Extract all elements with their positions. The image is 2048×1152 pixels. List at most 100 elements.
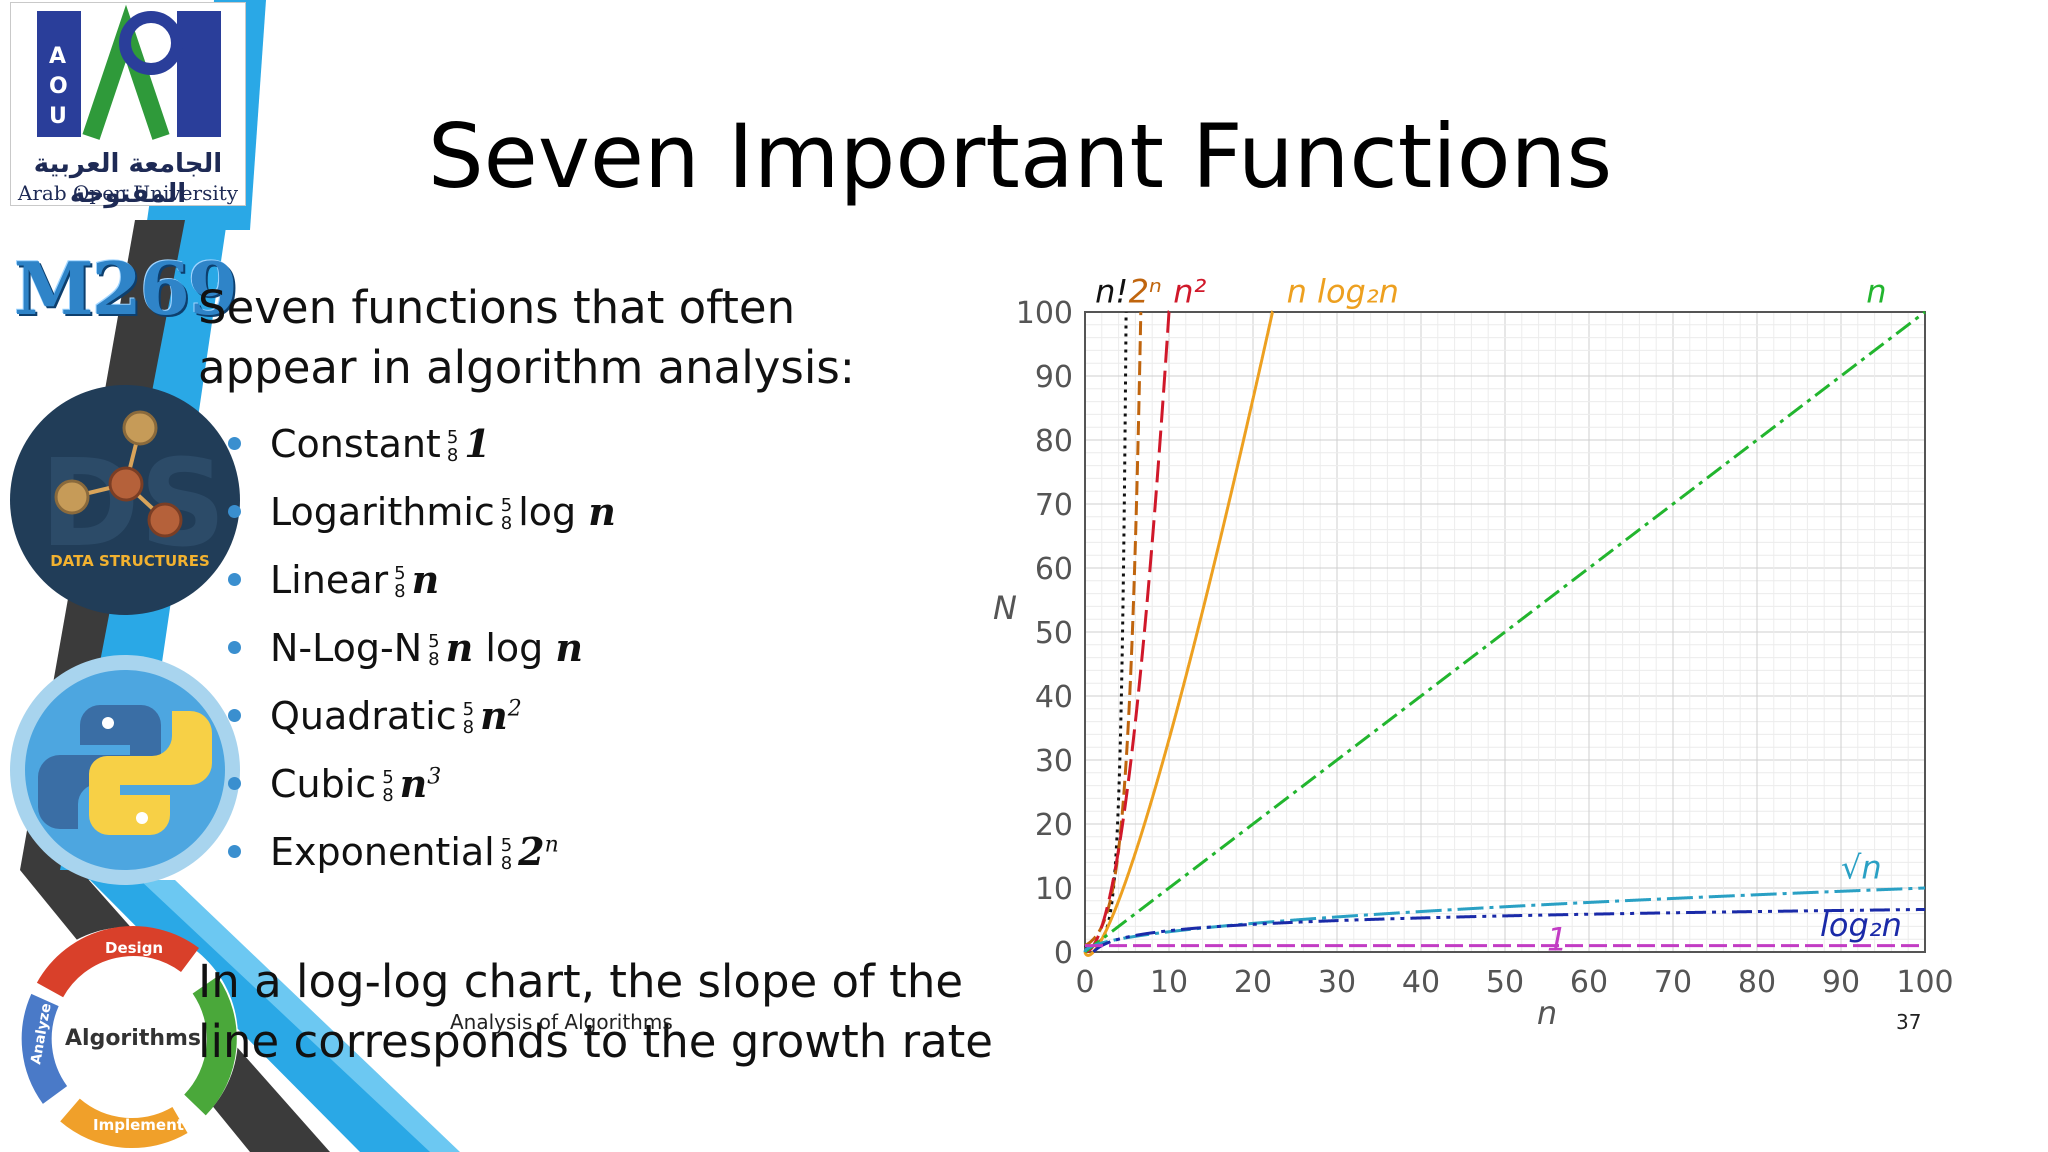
list-item: Constant 5 8 1 (228, 410, 616, 478)
function-exponent: n (544, 832, 559, 858)
function-name: Quadratic (270, 694, 457, 738)
list-item: Quadratic 5 8 n2 (228, 682, 616, 750)
bullet-dot (228, 437, 241, 450)
list-item: Cubic 5 8 n3 (228, 750, 616, 818)
intro-text: Seven functions that often appear in alg… (198, 281, 855, 394)
course-code: M269 (14, 246, 238, 331)
series-line-factorial (1084, 311, 1128, 948)
function-name: Exponential (270, 830, 495, 874)
function-exponent: 2 (507, 696, 522, 722)
y-tick-label: 10 (1035, 872, 1073, 907)
y-axis-label: N (993, 589, 1017, 627)
chart-ticks: 0 10 20 30 40 50 60 70 80 90 100 0 10 20 30 40 50 60 70 80 9… (1016, 296, 1954, 1000)
python-logo-badge (10, 655, 240, 885)
function-name: N-Log-N (270, 626, 423, 670)
cycle-center-label: Algorithms (65, 1026, 201, 1051)
bullet-dot (228, 573, 241, 586)
series-label: √n (1841, 848, 1882, 886)
y-tick-label: 0 (1054, 936, 1073, 971)
series-label: n² (1173, 272, 1206, 310)
page-number: 37 (1896, 1010, 1922, 1034)
function-name: Cubic (270, 762, 377, 806)
series-line-sqrt (1083, 886, 1926, 953)
series-label: n! (1095, 272, 1128, 310)
series-line-square (1084, 310, 1171, 954)
x-tick-label: 10 (1150, 965, 1188, 1000)
list-item: Logarithmic 5 8 log n (228, 478, 616, 546)
bullet-dot (228, 505, 241, 518)
x-tick-label: 80 (1738, 965, 1776, 1000)
list-item: N-Log-N 5 8 n log n (228, 614, 616, 682)
function-expression: 1 (464, 421, 491, 466)
light-stripe-bottom (140, 880, 460, 1152)
series-label: 2ⁿ (1129, 272, 1162, 310)
series-label: n (1866, 272, 1886, 310)
bullet-dot (228, 709, 241, 722)
cycle-step-implement: Implement (93, 1116, 184, 1134)
function-list: Constant 5 8 1 Logarithmic 5 8 log n Linear 5 8 n… (228, 410, 616, 886)
function-name: Constant (270, 422, 441, 466)
svg-text:O: O (49, 74, 68, 99)
university-name-english: Arab Open University (17, 181, 239, 205)
series-line-nlogn (1083, 310, 1274, 957)
y-tick-label: 100 (1016, 296, 1073, 331)
plot-frame (1084, 311, 1926, 953)
x-tick-label: 70 (1654, 965, 1692, 1000)
bullet-dot (228, 845, 241, 858)
function-expression: n (588, 489, 616, 534)
university-logo: A O U الجامعة العربية المفتوحة Arab Open… (10, 2, 246, 209)
y-tick-label: 90 (1035, 360, 1073, 395)
function-exponent: 3 (427, 764, 442, 790)
function-expression: n (399, 761, 428, 806)
x-tick-label: 60 (1570, 965, 1608, 1000)
logo-emblem: A O U (37, 4, 221, 140)
x-tick-label: 0 (1075, 965, 1094, 1000)
function-expression-prefix: n (445, 625, 474, 670)
series-line-log2 (1092, 907, 1925, 953)
function-expression: 2 (518, 829, 545, 874)
x-tick-label: 50 (1486, 965, 1524, 1000)
y-tick-label: 60 (1035, 552, 1073, 587)
x-tick-label: 20 (1234, 965, 1272, 1000)
function-expression: n (480, 693, 508, 738)
cycle-step-design: Design (105, 939, 163, 957)
x-tick-label: 100 (1896, 965, 1953, 1000)
x-axis-label: n (1537, 994, 1557, 1032)
function-name: Logarithmic (270, 490, 495, 534)
y-tick-label: 30 (1035, 744, 1073, 779)
y-tick-label: 80 (1035, 424, 1073, 459)
log-word: log (518, 490, 577, 534)
list-item: Exponential 5 8 2n (228, 818, 616, 886)
left-decor-banner: DS Design Implement Analyze Algorithms (10, 0, 460, 1152)
bullet-dot (228, 641, 241, 654)
data-structures-label: DATA STRUCTURES (50, 552, 210, 570)
y-tick-label: 20 (1035, 808, 1073, 843)
chart-series-labels: n! 2ⁿ n² n log₂n n √n log₂n 1 (1095, 272, 1902, 958)
x-tick-label: 30 (1318, 965, 1356, 1000)
y-tick-label: 70 (1035, 488, 1073, 523)
algorithm-cycle-graphic: Design Implement Analyze Algorithms (18, 926, 238, 1148)
x-tick-label: 40 (1402, 965, 1440, 1000)
series-label: n log₂n (1287, 272, 1399, 310)
function-expression: n (411, 557, 440, 602)
growth-functions-chart: 0 10 20 30 40 50 60 70 80 90 100 0 10 20 30 40 50 60 70 80 9… (993, 272, 1954, 1032)
series-label: 1 (1547, 921, 1567, 959)
series-line-exp2 (1084, 311, 1143, 947)
bullet-dot (228, 777, 241, 790)
slide-title: Seven Important Functions (427, 105, 1613, 208)
data-structures-badge: DS (10, 385, 240, 615)
y-tick-label: 50 (1035, 616, 1073, 651)
log-log-note: In a log-log chart, the slope of the lin… (198, 955, 993, 1068)
y-tick-label: 40 (1035, 680, 1073, 715)
log-word: log (485, 626, 544, 670)
chart-curves (1083, 310, 1926, 957)
function-expression: n (555, 625, 584, 670)
function-name: Linear (270, 558, 389, 602)
series-label: log₂n (1820, 906, 1902, 944)
